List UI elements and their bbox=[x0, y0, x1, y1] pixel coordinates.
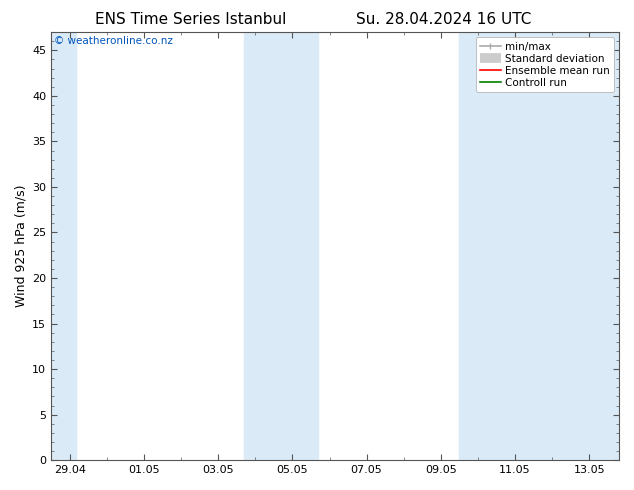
Bar bbox=[51, 32, 76, 460]
Text: Su. 28.04.2024 16 UTC: Su. 28.04.2024 16 UTC bbox=[356, 12, 531, 27]
Text: ENS Time Series Istanbul: ENS Time Series Istanbul bbox=[94, 12, 286, 27]
Bar bbox=[460, 32, 619, 460]
Bar bbox=[244, 32, 318, 460]
Y-axis label: Wind 925 hPa (m/s): Wind 925 hPa (m/s) bbox=[15, 185, 28, 307]
Legend: min/max, Standard deviation, Ensemble mean run, Controll run: min/max, Standard deviation, Ensemble me… bbox=[476, 37, 614, 92]
Text: © weatheronline.co.nz: © weatheronline.co.nz bbox=[54, 36, 173, 47]
